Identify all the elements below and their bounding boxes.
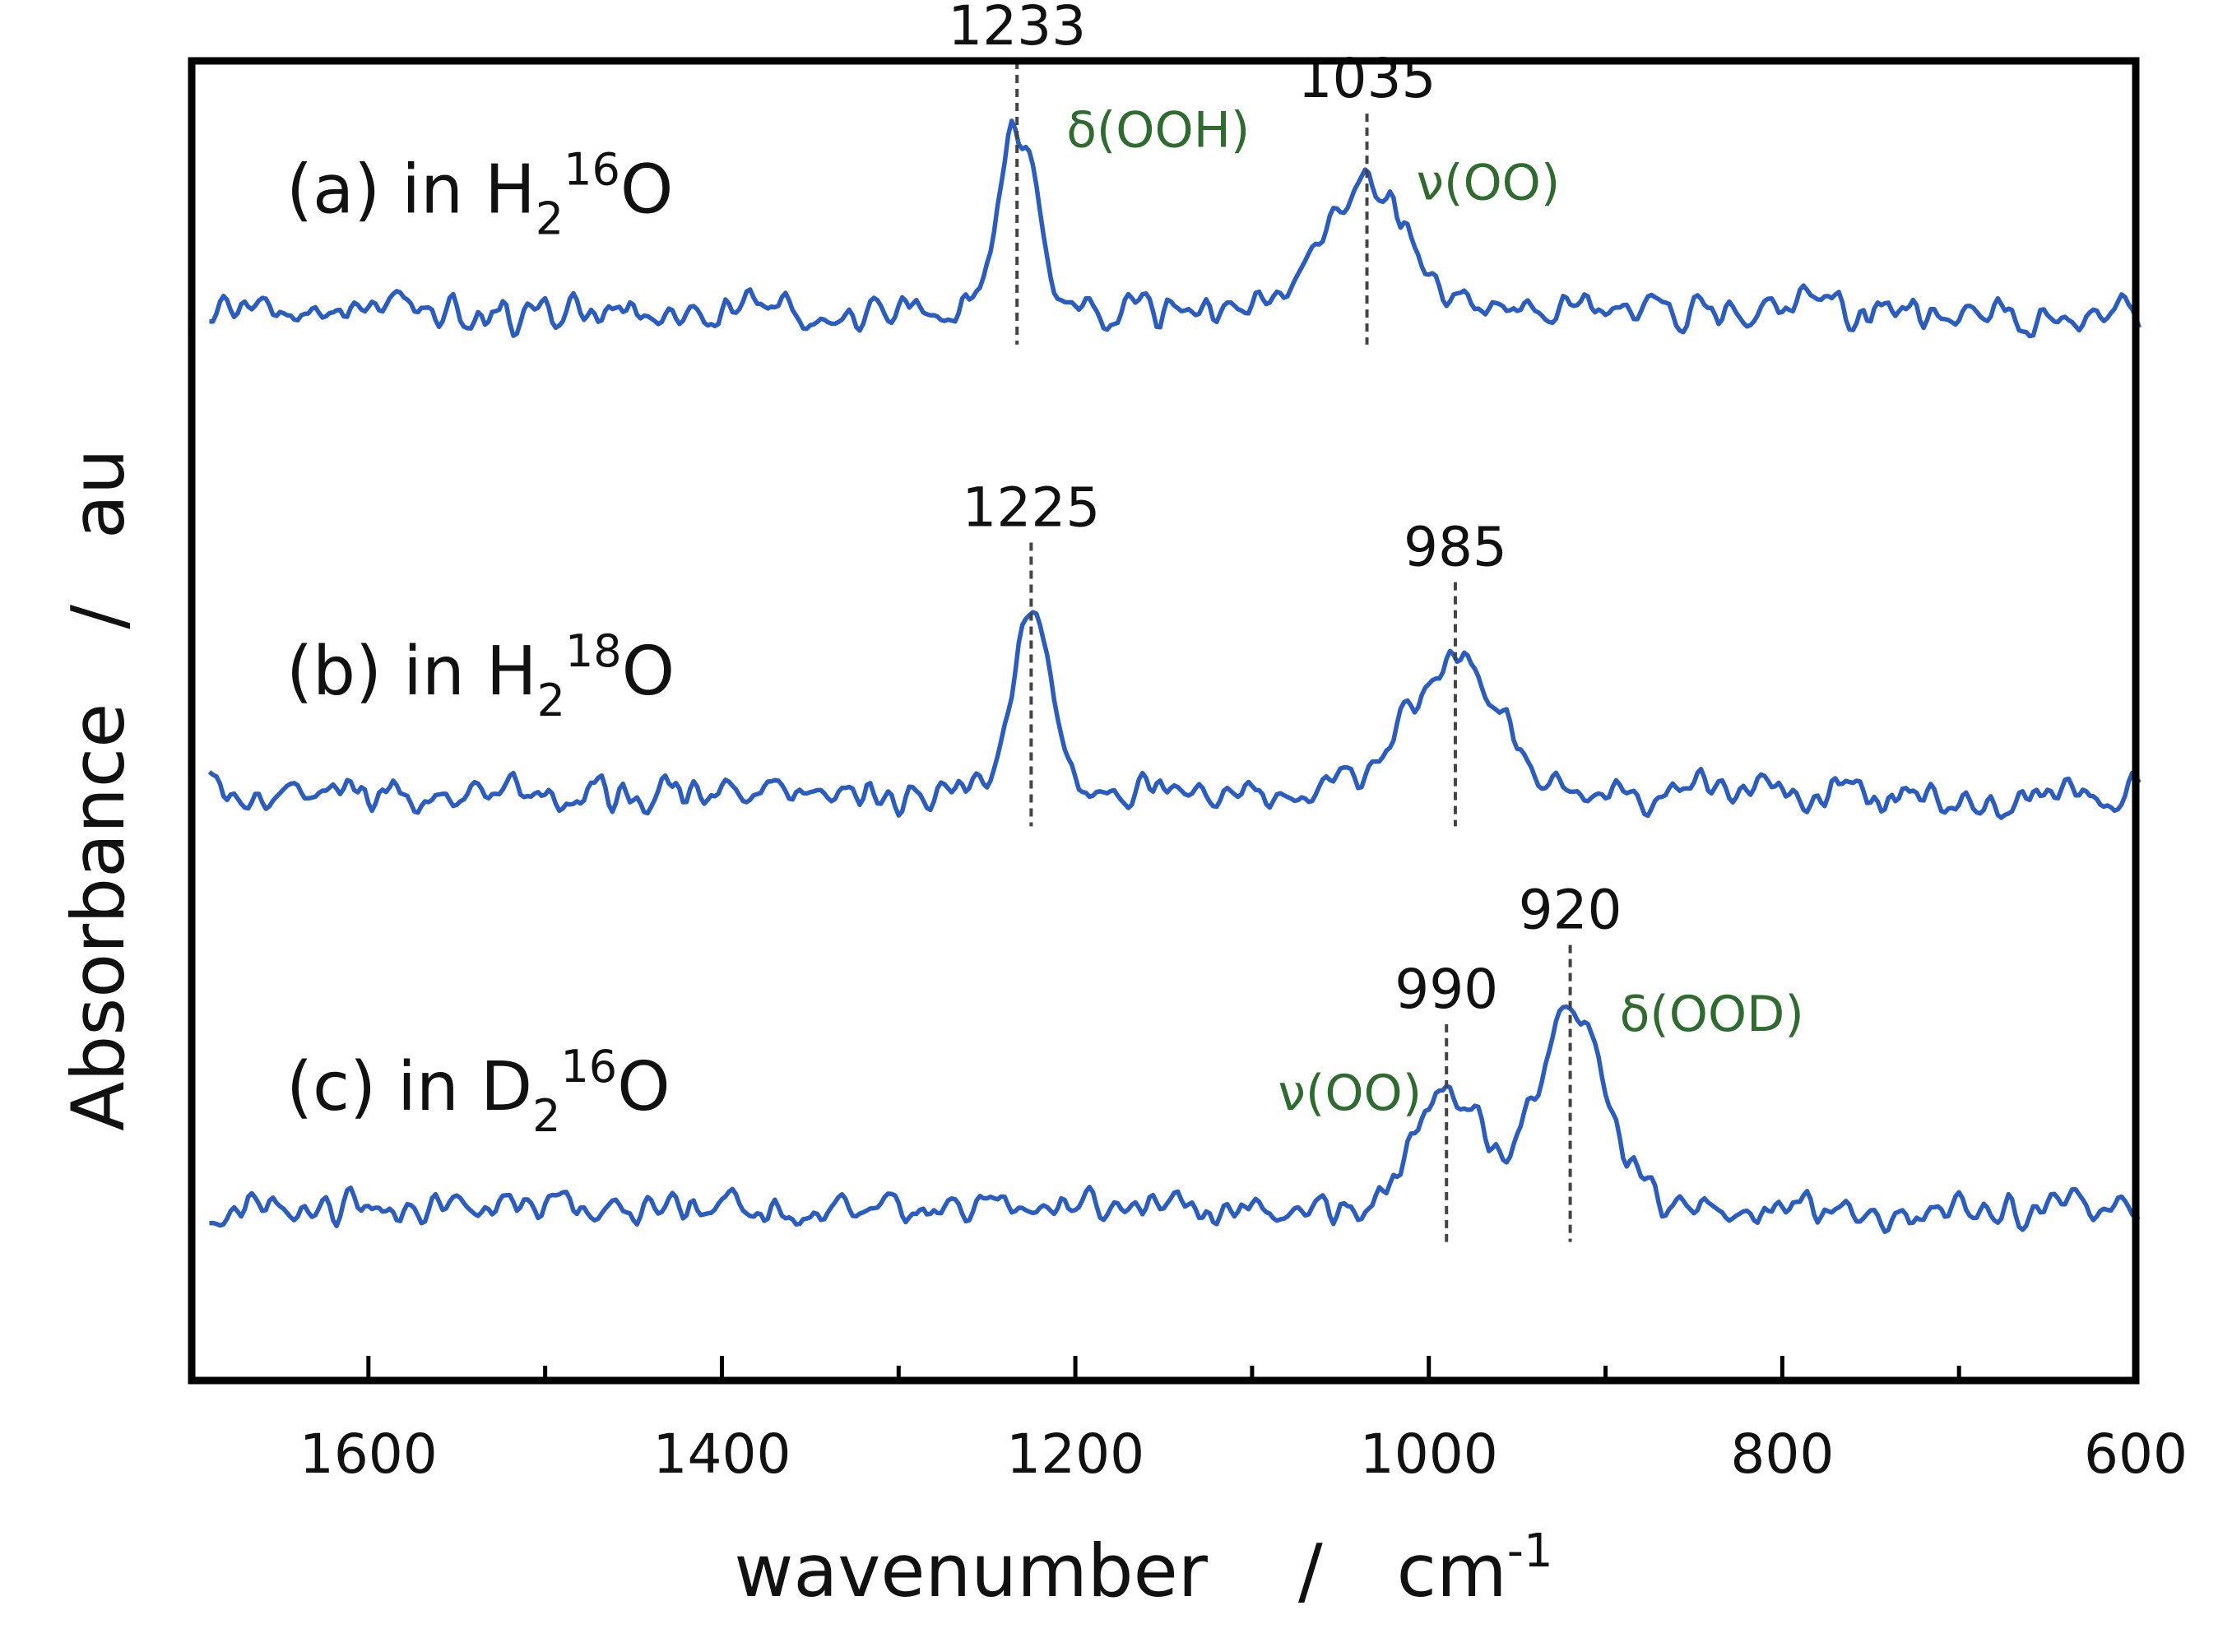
series-label-subscript: 2: [536, 193, 564, 244]
series-label-b: (b) in H218O: [286, 625, 675, 726]
series-label-c: (c) in D216O: [286, 1041, 671, 1142]
x-axis-title: wavenumber / cm-1: [734, 1524, 1552, 1613]
peak-label: 1035: [1298, 47, 1436, 110]
series-label-superscript: 16: [560, 1041, 617, 1093]
y-axis-separator: /: [56, 605, 141, 629]
spectrum-line-a: [209, 118, 2142, 339]
x-tick-label: 1000: [1360, 1422, 1498, 1486]
x-axis-unit-exponent: -1: [1507, 1524, 1553, 1578]
series-label-suffix: O: [620, 151, 674, 229]
x-tick-labels: 1600 1400 1200 1000 800 600: [299, 1422, 2188, 1486]
series-label-prefix: (b) in H: [286, 633, 537, 711]
spectrum-line-c: [209, 1004, 2141, 1235]
peak-assignment: ν(OO): [1417, 154, 1561, 211]
series-label-a: (a) in H216O: [286, 143, 673, 244]
x-axis-separator: /: [1298, 1529, 1323, 1613]
y-axis-title: Absorbance / au: [56, 448, 141, 1130]
x-tick-label: 800: [1730, 1422, 1834, 1486]
x-axis-label: wavenumber: [734, 1529, 1208, 1613]
peak-label: 985: [1404, 516, 1507, 579]
spectra-layer: [207, 118, 2142, 1235]
peak-assignment: ν(OO): [1278, 1065, 1422, 1122]
y-axis-unit: au: [56, 448, 141, 539]
peak-assignment: δ(OOD): [1620, 986, 1804, 1043]
series-label-suffix: O: [622, 633, 675, 711]
series-label-subscript: 2: [532, 1090, 560, 1142]
x-tick-label: 1200: [1006, 1422, 1144, 1486]
series-label-superscript: 16: [564, 143, 620, 195]
series-label-subscript: 2: [537, 675, 565, 726]
peak-label: 920: [1519, 879, 1622, 942]
x-tick-label: 600: [2084, 1422, 2188, 1486]
series-label-prefix: (c) in D: [286, 1048, 532, 1126]
plot-frame: [188, 57, 2140, 1385]
series-label-superscript: 18: [565, 625, 622, 677]
spectrum-line-b: [207, 610, 2142, 820]
x-axis-unit: cm: [1397, 1529, 1507, 1613]
y-axis-label: Absorbance: [56, 703, 141, 1131]
peak-assignment: δ(OOH): [1066, 101, 1250, 159]
peak-label: 1225: [962, 476, 1100, 539]
series-label-suffix: O: [617, 1048, 671, 1126]
series-label-prefix: (a) in H: [286, 151, 536, 229]
peak-label: 990: [1394, 958, 1498, 1021]
x-tick-label: 1600: [299, 1422, 438, 1486]
peak-label: 1233: [948, 0, 1086, 58]
x-tick-label: 1400: [652, 1422, 791, 1486]
